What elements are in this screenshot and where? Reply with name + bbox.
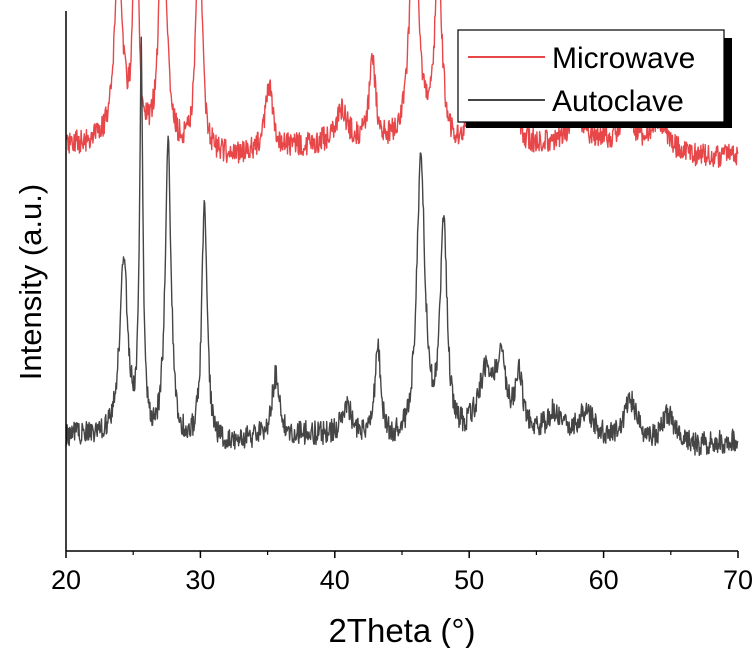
x-tick-layer: 20 30 40 50 60 70 [51, 551, 753, 595]
x-tick-label-50: 50 [454, 565, 484, 595]
x-axis-label: 2Theta (°) [328, 612, 475, 648]
legend-label-microwave: Microwave [552, 42, 695, 75]
series-line-autoclave [65, 36, 739, 457]
x-tick-label-60: 60 [589, 565, 619, 595]
x-tick-label-30: 30 [185, 565, 215, 595]
x-tick-label-40: 40 [320, 565, 350, 595]
x-tick-label-20: 20 [51, 565, 81, 595]
legend: Microwave Autoclave [457, 29, 732, 128]
legend-box [457, 29, 725, 123]
y-axis-label: Intensity (a.u.) [13, 184, 48, 380]
x-tick-label-70: 70 [723, 565, 753, 595]
legend-label-autoclave: Autoclave [552, 85, 684, 118]
